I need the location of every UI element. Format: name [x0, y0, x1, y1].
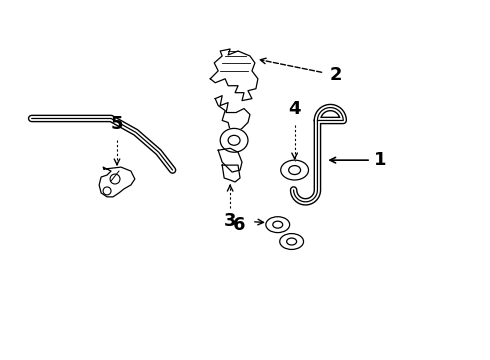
Text: 4: 4	[288, 100, 301, 118]
Ellipse shape	[220, 129, 248, 152]
Text: 5: 5	[111, 115, 123, 133]
Text: 1: 1	[374, 151, 387, 169]
Polygon shape	[215, 96, 250, 132]
Polygon shape	[210, 49, 258, 100]
Polygon shape	[218, 148, 242, 172]
Ellipse shape	[281, 160, 309, 180]
Polygon shape	[99, 167, 135, 197]
Text: 3: 3	[224, 212, 236, 230]
Ellipse shape	[266, 217, 290, 233]
Text: 2: 2	[329, 66, 342, 84]
Text: 6: 6	[232, 216, 245, 234]
Ellipse shape	[280, 234, 303, 249]
Polygon shape	[222, 165, 240, 182]
